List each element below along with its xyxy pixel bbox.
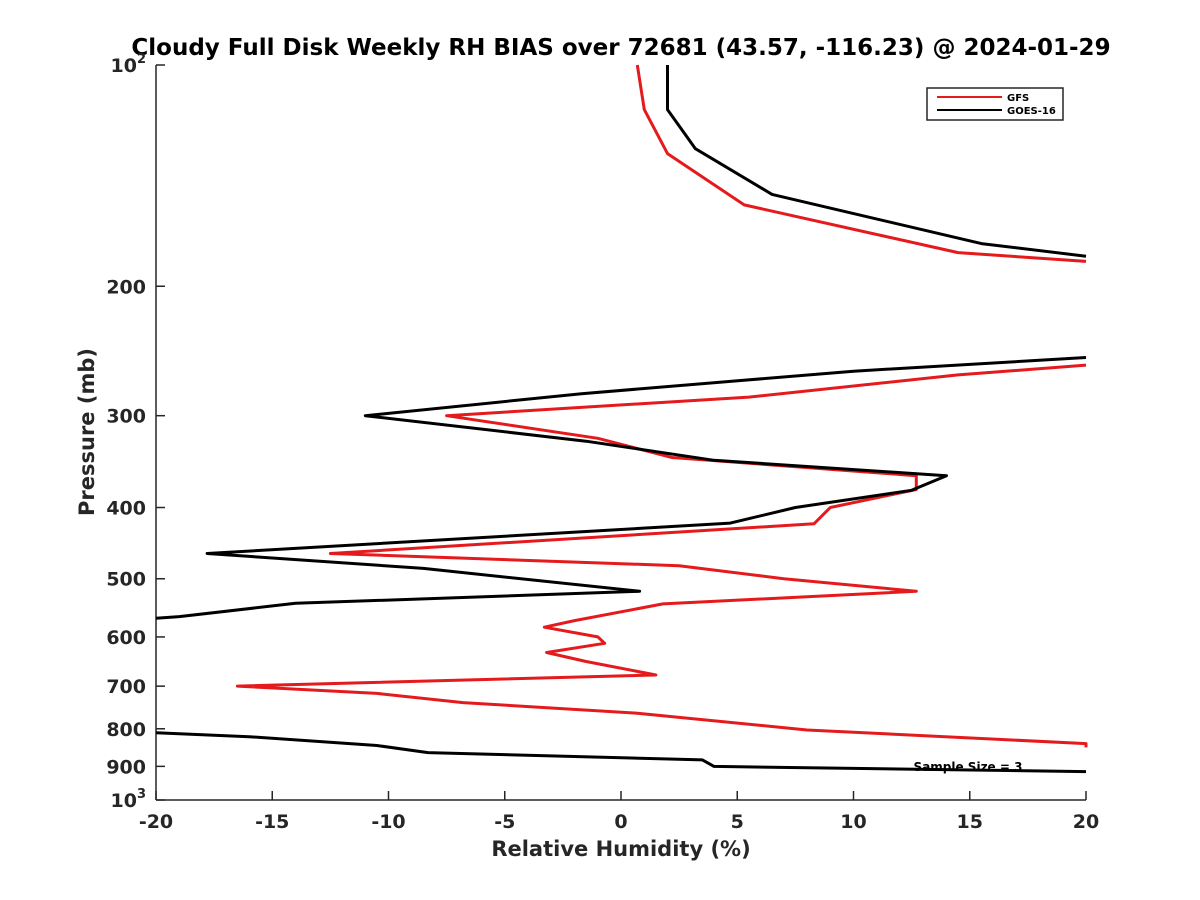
series-group	[155, 64, 1088, 774]
x-tick-label: -10	[371, 811, 405, 833]
series-line-goes16	[155, 65, 1087, 774]
legend-box	[926, 87, 1064, 121]
x-tick-label: -20	[139, 811, 173, 833]
sample-size-annotation: Sample Size = 3	[914, 760, 1023, 774]
y-tick-label: 500	[106, 569, 146, 591]
x-tick-label: 0	[614, 811, 627, 833]
y-tick-label: 800	[106, 719, 146, 741]
y-tick-group: 102 200 300 400 500 600 700 800 900 103	[106, 52, 165, 812]
y-tick-label: 600	[106, 627, 146, 649]
series-line-gfs	[235, 64, 1088, 748]
x-tick-label: -15	[255, 811, 289, 833]
legend-label-gfs: GFS	[1007, 93, 1029, 104]
chart-title: Cloudy Full Disk Weekly RH BIAS over 726…	[131, 35, 1110, 61]
y-tick-label: 700	[106, 676, 146, 698]
y-tick-label: 102	[111, 52, 147, 77]
x-tick-label: -5	[494, 811, 515, 833]
x-tick-label: 15	[957, 811, 983, 833]
x-axis-title: Relative Humidity (%)	[491, 837, 750, 861]
legend: GFS GOES-16	[926, 87, 1064, 121]
x-tick-label: 5	[731, 811, 744, 833]
y-tick-label: 900	[106, 756, 146, 778]
y-tick-label: 400	[106, 498, 146, 520]
x-tick-label: 20	[1073, 811, 1099, 833]
y-axis-title: Pressure (mb)	[75, 348, 99, 516]
y-tick-label: 200	[106, 276, 146, 298]
x-tick-label: 10	[840, 811, 866, 833]
legend-label-goes16: GOES-16	[1007, 106, 1056, 117]
y-tick-label: 300	[106, 406, 146, 428]
y-tick-label: 103	[111, 787, 147, 812]
x-tick-group: -20 -15 -10 -5 0 5 10 15 20	[139, 791, 1099, 833]
